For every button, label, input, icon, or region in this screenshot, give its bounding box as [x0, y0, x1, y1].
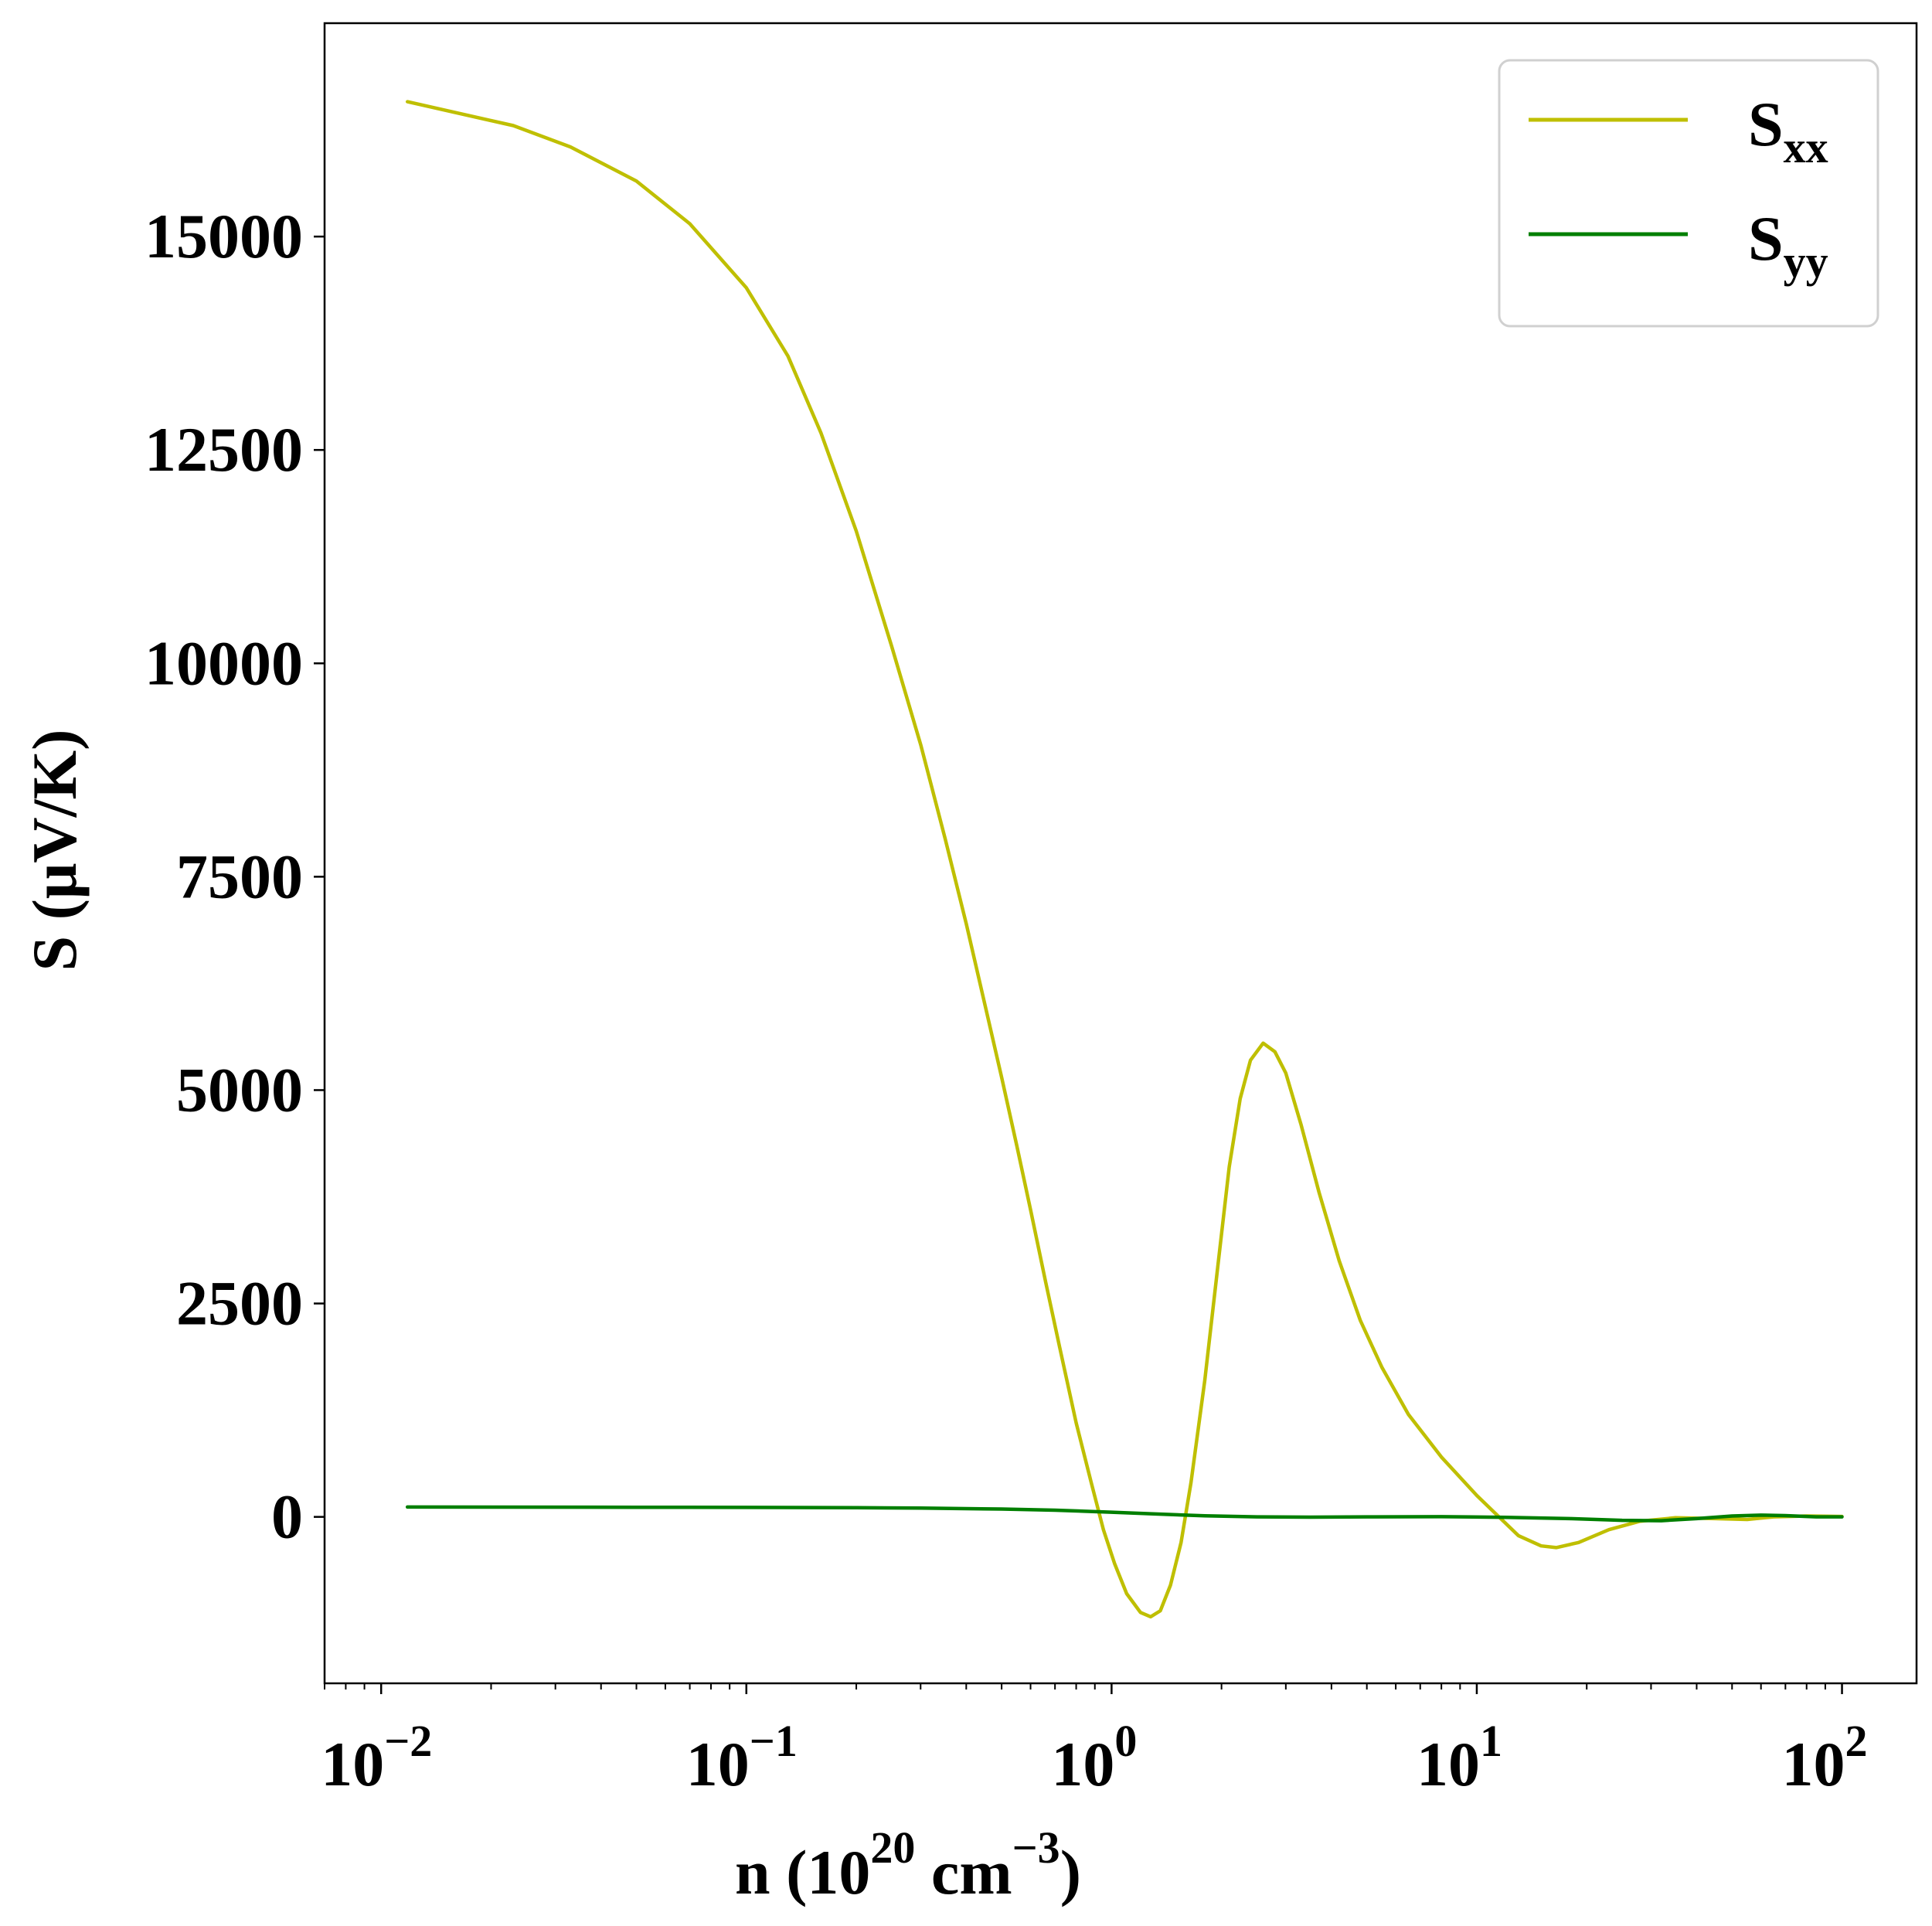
y-tick-label: 15000: [145, 201, 303, 271]
x-tick-label-exponent: 2: [1845, 1716, 1868, 1766]
x-axis-label-base: n (10: [735, 1837, 870, 1907]
legend-frame: [1498, 59, 1879, 328]
series-line-sxx: [405, 100, 1844, 1619]
y-tick-label: 7500: [176, 841, 303, 911]
x-tick-label-exponent: −2: [384, 1716, 432, 1766]
x-tick-label-exponent: 0: [1114, 1716, 1137, 1766]
x-axis-label-mid: cm: [915, 1837, 1012, 1907]
x-axis-label-end: ): [1060, 1837, 1081, 1907]
y-tick-label: 0: [271, 1482, 303, 1552]
y-axis-label: S (μV/K): [19, 730, 90, 972]
x-axis: 10−2 10−1 100 101 102: [321, 1683, 1868, 1799]
x-tick-label-base: 10: [686, 1729, 750, 1799]
x-tick-label-base: 10: [1417, 1729, 1480, 1799]
legend-label-syy-main: S: [1748, 203, 1784, 274]
x-tick-label: 100: [1051, 1716, 1137, 1799]
x-axis-label: n (1020 cm−3): [735, 1822, 1081, 1907]
x-tick-label-base: 10: [321, 1729, 384, 1799]
y-axis: 0 2500 5000 7500 10000 12500 15000: [145, 201, 325, 1552]
series-layer: [405, 100, 1844, 1619]
legend: Sxx Syy: [1498, 59, 1879, 328]
legend-label-sxx: Sxx: [1748, 89, 1828, 172]
x-tick-label-exponent: −1: [750, 1716, 798, 1766]
x-tick-label: 102: [1782, 1716, 1868, 1799]
x-tick-label-base: 10: [1051, 1729, 1114, 1799]
legend-label-sxx-sub: xx: [1784, 122, 1828, 172]
y-tick-label: 2500: [176, 1268, 303, 1339]
x-tick-label: 10−2: [321, 1716, 432, 1799]
x-tick-label-exponent: 1: [1480, 1716, 1502, 1766]
legend-label-syy: Syy: [1748, 203, 1828, 287]
x-axis-label-sup2: −3: [1012, 1822, 1060, 1873]
x-tick-label-base: 10: [1782, 1729, 1845, 1799]
y-tick-label: 5000: [176, 1054, 303, 1125]
x-tick-label: 101: [1417, 1716, 1502, 1799]
series-line-syy: [405, 1505, 1844, 1523]
legend-label-syy-sub: yy: [1784, 236, 1828, 287]
legend-label-sxx-main: S: [1748, 89, 1784, 159]
y-tick-label: 10000: [145, 628, 303, 698]
plot-frame: [323, 22, 1918, 1685]
y-tick-label: 12500: [145, 414, 303, 485]
x-axis-label-sup1: 20: [870, 1822, 915, 1873]
x-tick-label: 10−1: [686, 1716, 798, 1799]
